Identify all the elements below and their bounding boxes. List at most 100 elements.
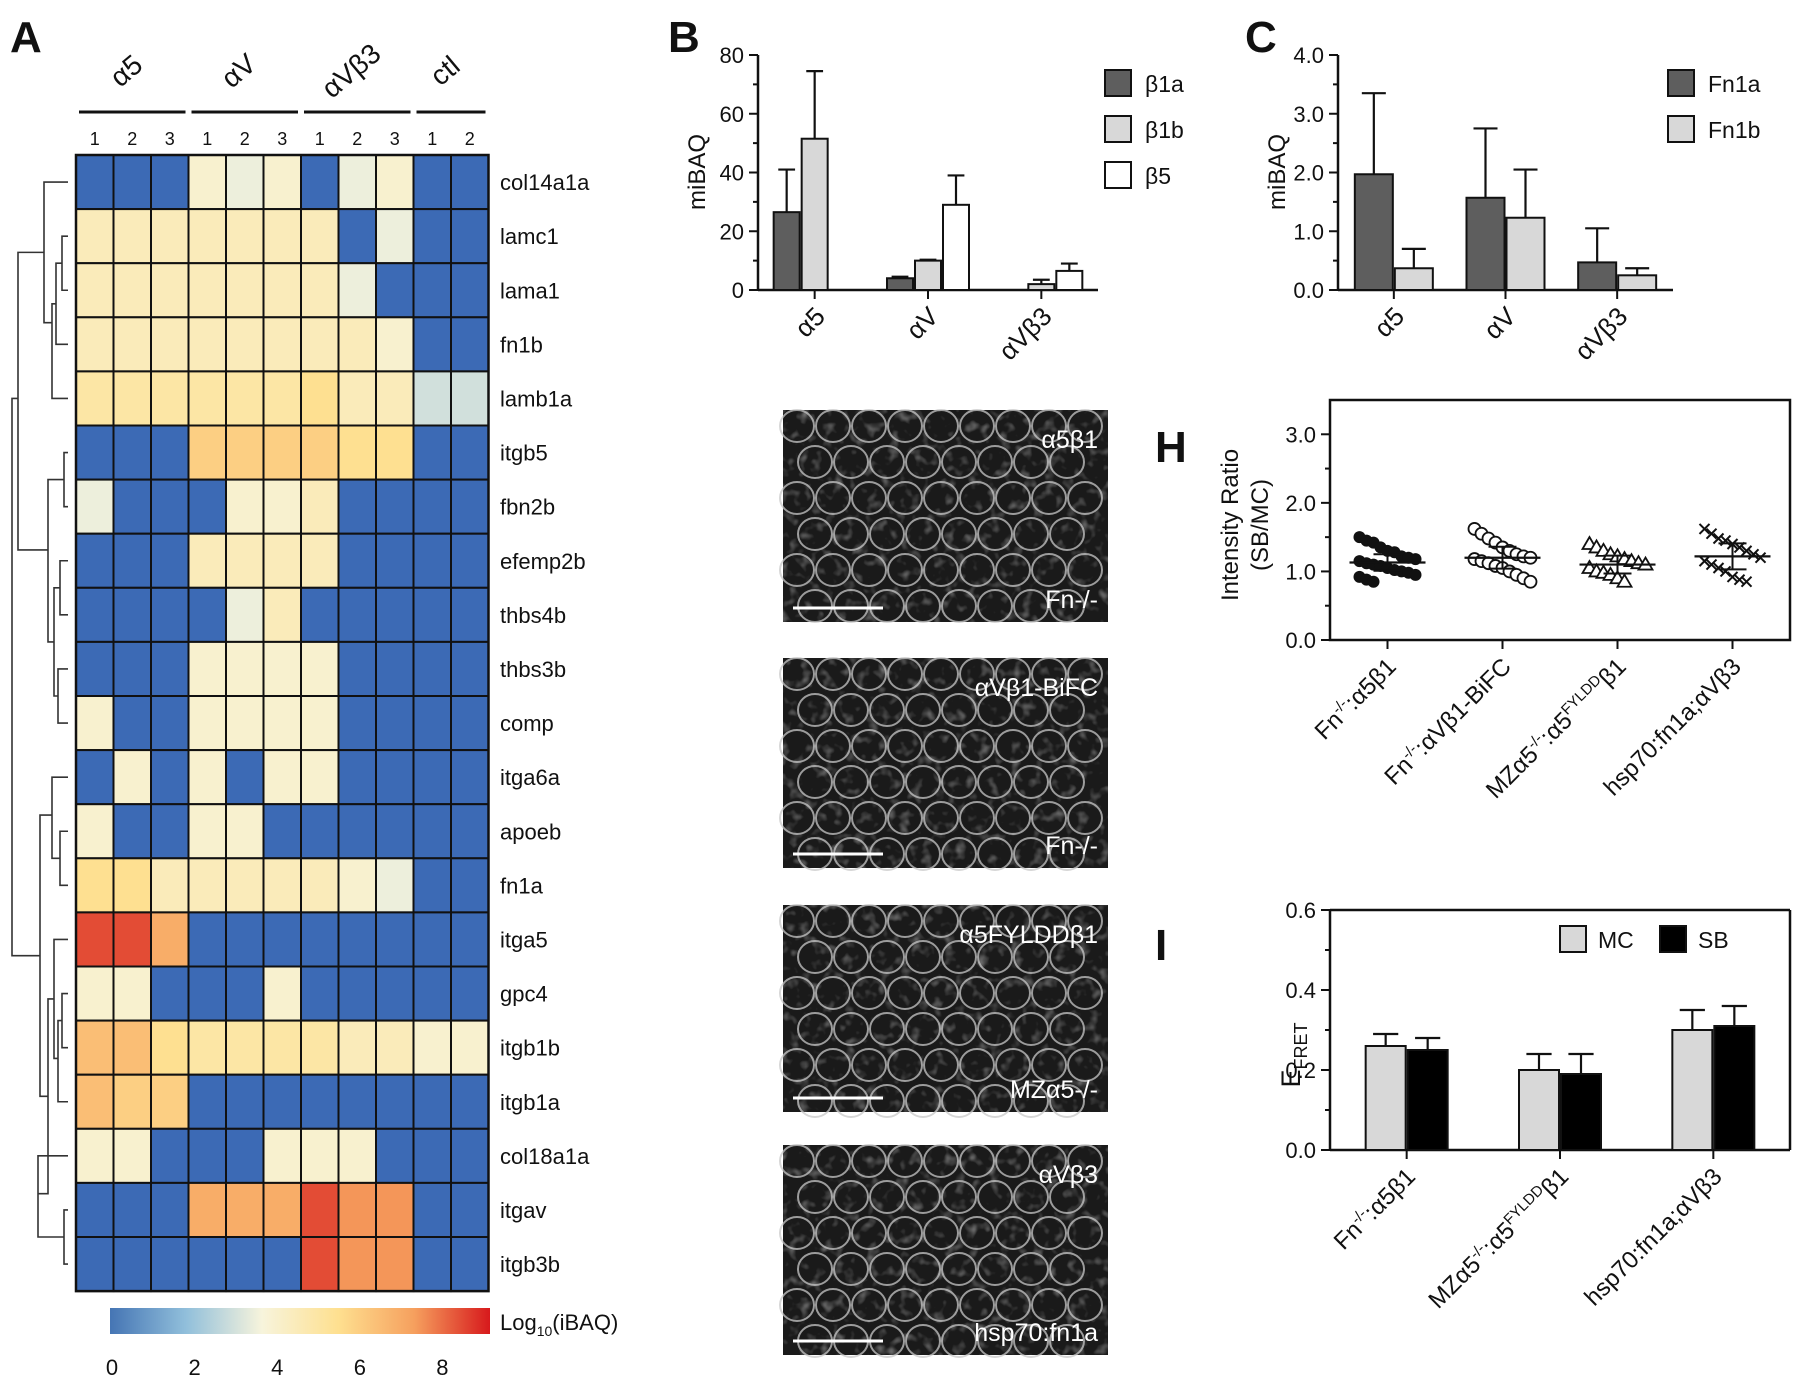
- colorbar-label-rest: (iBAQ): [552, 1310, 618, 1335]
- heatmap-cell: [375, 911, 415, 968]
- heatmap-cell: [450, 532, 490, 589]
- heatmap-cell: [337, 424, 377, 481]
- cell-outline: [1049, 1252, 1085, 1286]
- heatmap-cell: [337, 316, 377, 373]
- cell-outline: [905, 1252, 941, 1286]
- heatmap-cell: [75, 532, 115, 589]
- cell-outline: [797, 940, 833, 974]
- x-tick-label-part: hsp70:fn1a;αVβ3: [1579, 1163, 1727, 1311]
- heatmap-cell: [262, 803, 302, 860]
- dendrogram-branch: [53, 938, 68, 1060]
- cell-outline: [905, 1084, 941, 1118]
- cell-outline: [1049, 589, 1085, 623]
- heatmap-cell: [300, 1127, 340, 1184]
- legend-label: β5: [1145, 163, 1171, 189]
- cell-outline: [851, 1144, 887, 1178]
- heatmap-cell: [450, 370, 490, 427]
- cell-outline: [797, 693, 833, 727]
- heatmap-cell: [150, 586, 190, 643]
- heatmap-row-label: comp: [500, 711, 554, 736]
- x-tick-label: αV: [900, 301, 945, 346]
- heatmap-cell: [375, 749, 415, 806]
- y-tick-label: 3.0: [1293, 102, 1324, 127]
- heatmap-cell: [300, 749, 340, 806]
- cell-outline: [959, 1048, 995, 1082]
- heatmap-cell: [112, 1181, 152, 1239]
- heatmap-cell: [112, 1236, 152, 1293]
- y-tick-label: 0.0: [1293, 278, 1324, 303]
- heatmap-cell: [112, 857, 152, 914]
- heatmap-cell: [337, 803, 377, 860]
- heatmap-cell: [225, 424, 265, 481]
- heatmap-cell: [75, 208, 115, 265]
- heatmap-cell: [150, 803, 190, 860]
- cell-outline: [1049, 940, 1085, 974]
- cell-outline: [1031, 801, 1067, 835]
- heatmap-cell: [225, 640, 265, 698]
- micrograph-bottom-label: Fn-/-: [1045, 586, 1098, 614]
- cell-outline: [995, 1048, 1031, 1082]
- heatmap-cell: [337, 857, 377, 914]
- heatmap-cell: [300, 695, 340, 752]
- panel-label-a: A: [10, 13, 42, 62]
- heatmap-cell: [112, 1019, 152, 1076]
- bar: [1393, 267, 1434, 292]
- heatmap-cell: [262, 857, 302, 914]
- heatmap-cell: [187, 1019, 227, 1076]
- heatmap-cell: [450, 478, 490, 535]
- heatmap-cell: [225, 208, 265, 265]
- heatmap-replicate-label: 1: [427, 129, 437, 149]
- cell-outline: [1067, 1144, 1103, 1178]
- heatmap-cell: [450, 424, 490, 481]
- cell-outline: [1067, 409, 1103, 443]
- cell-outline: [779, 1144, 815, 1178]
- heatmap-cell: [450, 262, 490, 319]
- scatter-point: [1698, 555, 1711, 567]
- cell-outline: [815, 553, 851, 587]
- scatter-point: [1726, 571, 1739, 583]
- x-tick-label: αVβ3: [1568, 301, 1633, 366]
- heatmap-cell: [375, 695, 415, 752]
- x-tick-label: α5: [1368, 301, 1410, 343]
- heatmap-cell: [187, 586, 227, 643]
- heatmap-row-label: thbs4b: [500, 603, 566, 628]
- cell-outline: [833, 517, 869, 551]
- heatmap-cell: [187, 370, 227, 427]
- heatmap-cell: [112, 749, 152, 806]
- heatmap-cell: [187, 1181, 227, 1239]
- heatmap-cell: [75, 262, 115, 319]
- cell-outline: [941, 765, 977, 799]
- heatmap-cell: [412, 208, 452, 265]
- cell-outline: [797, 1180, 833, 1214]
- heatmap-cell: [450, 1127, 490, 1184]
- heatmap-cell: [262, 695, 302, 752]
- cell-outline: [923, 553, 959, 587]
- scatter-point: [1747, 548, 1760, 560]
- cell-outline: [977, 693, 1013, 727]
- heatmap-cell: [225, 532, 265, 589]
- heatmap-cell: [150, 1127, 190, 1184]
- cell-outline: [1013, 445, 1049, 479]
- dendrogram-branch: [47, 478, 64, 643]
- heatmap-cell: [450, 803, 490, 860]
- cell-outline: [941, 445, 977, 479]
- heatmap-cell: [337, 911, 377, 968]
- legend-swatch: [1559, 925, 1587, 953]
- cell-outline: [959, 1216, 995, 1250]
- cell-outline: [1067, 481, 1103, 515]
- heatmap-cell: [337, 965, 377, 1022]
- x-tick-label: Fn-/-:α5β1: [1309, 652, 1402, 745]
- heatmap-group-label: αVβ3: [316, 37, 387, 104]
- heatmap-cell: [187, 1236, 227, 1293]
- scatter-point: [1712, 532, 1725, 545]
- heatmap-cell: [75, 478, 115, 535]
- cell-outline: [833, 940, 869, 974]
- cell-outline: [779, 1048, 815, 1082]
- cell-outline: [887, 481, 923, 515]
- heatmap-cell: [187, 749, 227, 806]
- heatmap-cell: [375, 370, 415, 427]
- cell-outline: [1013, 589, 1049, 623]
- heatmap-cell: [300, 911, 340, 968]
- colorbar-tick-label: 6: [354, 1355, 366, 1380]
